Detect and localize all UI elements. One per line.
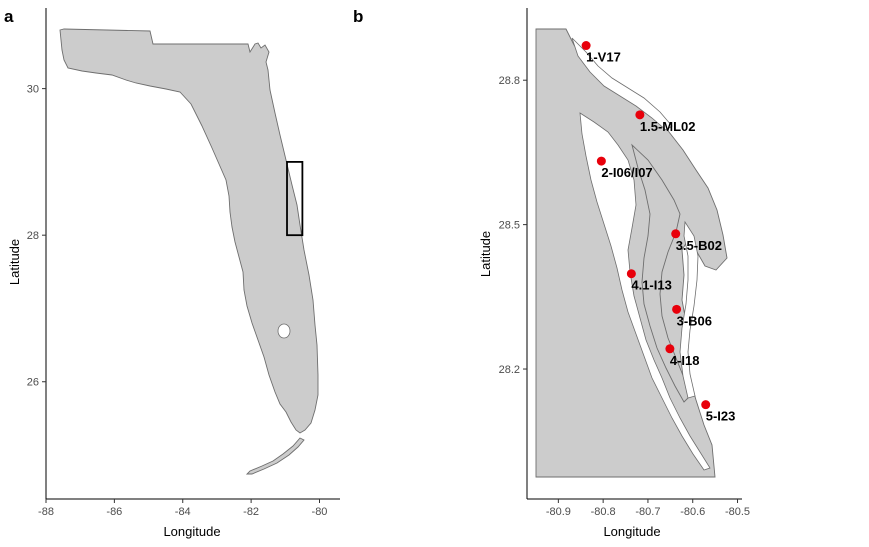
panel-b-ylabel: Latitude bbox=[478, 231, 493, 277]
panel-a-label: a bbox=[4, 7, 14, 26]
panel-b-x-tick-label: -80.6 bbox=[680, 506, 705, 518]
banana-river bbox=[679, 220, 699, 399]
site-point bbox=[596, 156, 606, 166]
panel-a-x-tick-label: -86 bbox=[106, 506, 122, 518]
site-label: 4-I18 bbox=[670, 353, 700, 368]
site-point bbox=[665, 344, 675, 354]
panel-b-x-ticks: -80.9 -80.8 -80.7 -80.6 -80.5 bbox=[546, 499, 750, 518]
panel-b-y-tick-label: 28.5 bbox=[499, 220, 520, 232]
panel-b-y-tick-label: 28.2 bbox=[499, 364, 520, 376]
panel-b-x-tick-label: -80.9 bbox=[546, 506, 571, 518]
site-label: 4.1-I13 bbox=[631, 278, 671, 293]
florida-keys bbox=[245, 437, 305, 475]
florida-landmass bbox=[59, 28, 319, 434]
site-point bbox=[701, 400, 711, 410]
site-point bbox=[635, 110, 645, 120]
site-label: 1-V17 bbox=[586, 50, 621, 65]
site-label: 1.5-ML02 bbox=[640, 119, 696, 134]
panel-a-y-tick-label: 26 bbox=[27, 377, 39, 389]
site-point bbox=[581, 41, 591, 51]
site-point bbox=[626, 269, 636, 279]
indian-river-lagoon bbox=[579, 112, 711, 471]
panel-a-xlabel: Longitude bbox=[163, 524, 220, 539]
panel-a: a -88 -86 -84 -82 -80 26 28 30 Longitude Latit… bbox=[4, 7, 340, 539]
panel-a-x-tick-label: -84 bbox=[175, 506, 191, 518]
panel-a-y-tick-label: 28 bbox=[27, 230, 39, 242]
panel-b: b -80.9 -80.8 -80.7 -80.6 -80.5 28.2 28.5 28.8… bbox=[353, 7, 750, 539]
mosquito-lagoon bbox=[571, 37, 673, 131]
site-labels: 1-V17 1.5-ML02 2-I06/I07 3.5-B02 4.1-I13 3-B0… bbox=[586, 50, 735, 424]
panel-b-label: b bbox=[353, 7, 363, 26]
panel-a-x-tick-label: -82 bbox=[243, 506, 259, 518]
site-points bbox=[581, 41, 711, 410]
panel-a-y-ticks: 26 28 30 bbox=[27, 84, 46, 389]
panel-b-x-tick-label: -80.7 bbox=[635, 506, 660, 518]
panel-a-ylabel: Latitude bbox=[7, 239, 22, 285]
panel-a-x-tick-label: -88 bbox=[38, 506, 54, 518]
panel-a-x-ticks: -88 -86 -84 -82 -80 bbox=[38, 499, 327, 518]
site-label: 2-I06/I07 bbox=[601, 165, 652, 180]
panel-b-y-tick-label: 28.8 bbox=[499, 75, 520, 87]
site-point bbox=[671, 229, 681, 239]
site-point bbox=[672, 304, 682, 314]
site-label: 5-I23 bbox=[706, 409, 736, 424]
panel-a-y-tick-label: 30 bbox=[27, 84, 39, 96]
panel-b-x-tick-label: -80.5 bbox=[725, 506, 750, 518]
inset-box bbox=[286, 160, 304, 237]
panel-b-x-tick-label: -80.8 bbox=[591, 506, 616, 518]
site-label: 3-B06 bbox=[677, 313, 712, 328]
panel-b-y-ticks: 28.2 28.5 28.8 bbox=[499, 75, 527, 376]
panel-b-xlabel: Longitude bbox=[603, 524, 660, 539]
site-label: 3.5-B02 bbox=[676, 238, 722, 253]
lake-okeechobee bbox=[277, 323, 291, 339]
panel-a-x-tick-label: -80 bbox=[312, 506, 328, 518]
